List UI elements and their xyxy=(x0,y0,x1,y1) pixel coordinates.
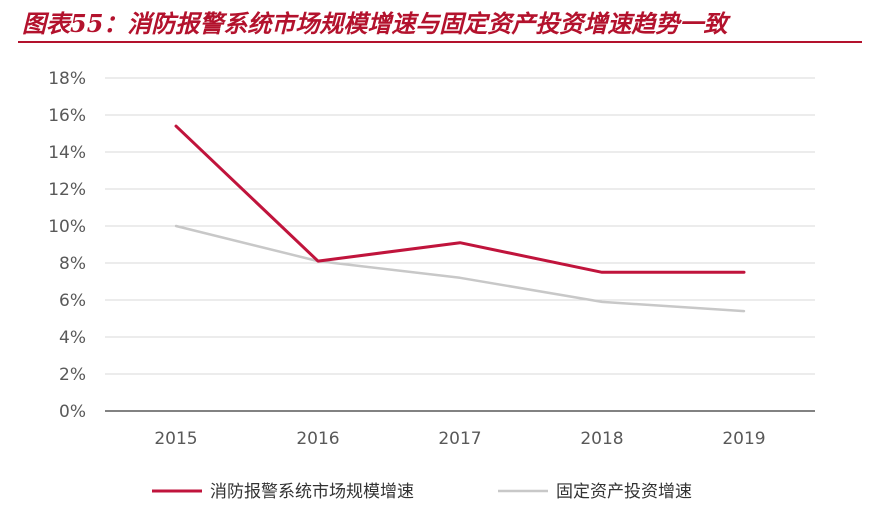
legend: 消防报警系统市场规模增速 固定资产投资增速 xyxy=(152,482,692,502)
y-tick-label: 14% xyxy=(48,143,86,163)
y-tick-label: 12% xyxy=(48,180,86,200)
y-tick-label: 18% xyxy=(48,69,86,89)
series-lines xyxy=(174,124,746,313)
y-axis: 0% 2% 4% 6% 8% 10% 12% 14% 16% 18% xyxy=(48,69,86,422)
figure-title: 图表55：消防报警系统市场规模增速与固定资产投资增速趋势一致 xyxy=(22,9,728,38)
legend-label: 固定资产投资增速 xyxy=(556,482,692,502)
y-tick-label: 4% xyxy=(59,328,86,348)
x-tick-label: 2015 xyxy=(154,429,197,449)
title-underline xyxy=(18,41,862,43)
y-tick-label: 2% xyxy=(59,365,86,385)
y-tick-label: 0% xyxy=(59,402,86,422)
y-tick-label: 6% xyxy=(59,291,86,311)
y-tick-label: 8% xyxy=(59,254,86,274)
x-tick-label: 2019 xyxy=(722,429,765,449)
y-tick-label: 16% xyxy=(48,106,86,126)
gridlines xyxy=(105,77,815,375)
x-tick-label: 2016 xyxy=(296,429,339,449)
series-line-2 xyxy=(174,224,746,313)
legend-label: 消防报警系统市场规模增速 xyxy=(210,482,414,502)
y-tick-label: 10% xyxy=(48,217,86,237)
x-tick-label: 2017 xyxy=(438,429,481,449)
x-axis: 2015 2016 2017 2018 2019 xyxy=(105,410,815,449)
x-tick-label: 2018 xyxy=(580,429,623,449)
series-line-1 xyxy=(174,124,746,274)
